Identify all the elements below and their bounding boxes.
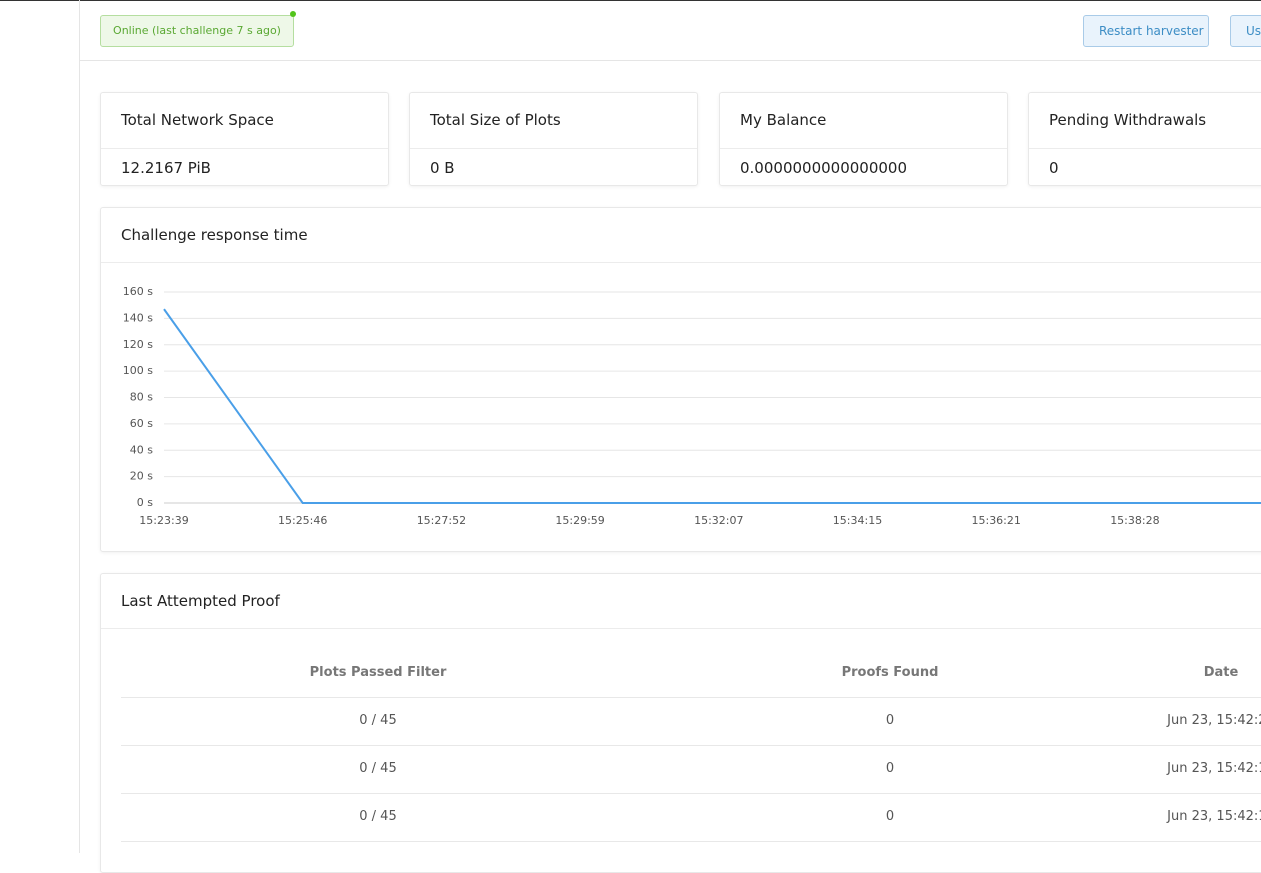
line-series <box>163 308 1261 504</box>
y-tick-label: 140 s <box>123 311 153 324</box>
x-tick-label: 15:32:07 <box>694 514 743 527</box>
table-cell: 0 <box>885 761 895 776</box>
x-tick-label: 15:23:39 <box>139 514 188 527</box>
stat-card: Total Network Space 12.2167 PiB <box>100 92 389 186</box>
row-divider <box>121 793 1261 794</box>
divider <box>720 148 1007 149</box>
divider <box>101 262 1261 263</box>
x-tick-label: 15:25:46 <box>278 514 327 527</box>
column-header: Plots Passed Filter <box>309 665 447 680</box>
x-tick-label: 15:34:15 <box>833 514 882 527</box>
stat-card: My Balance 0.0000000000000000 <box>719 92 1008 186</box>
column-header: Proofs Found <box>841 665 939 680</box>
table-cell: 0 <box>885 713 895 728</box>
restart-button[interactable]: Restart harvester <box>1083 15 1209 47</box>
column-header: Date <box>1203 665 1239 680</box>
stat-card: Total Size of Plots 0 B <box>409 92 698 186</box>
chart: 0 s 20 s 40 s 60 s 80 s 100 s 120 s 140 s 160 s 1… <box>123 285 1261 527</box>
sidebar-border <box>79 0 80 853</box>
stat-value: 12.2167 PiB <box>121 159 211 177</box>
y-tick-label: 160 s <box>123 285 153 298</box>
y-tick-label: 40 s <box>130 443 153 456</box>
divider <box>101 148 388 149</box>
chart-title: Challenge response time <box>121 226 308 244</box>
row-divider <box>121 697 1261 698</box>
y-tick-label: 80 s <box>130 391 153 404</box>
chart-card: Challenge response time <box>100 207 1261 552</box>
table-title: Last Attempted Proof <box>121 592 280 610</box>
status-badge: Online (last challenge 7 s ago) <box>100 15 294 47</box>
stat-value: 0.0000000000000000 <box>740 159 908 177</box>
table-card: Last Attempted Proof Plots Passed Filter… <box>100 573 1261 873</box>
divider <box>1029 148 1261 149</box>
use-button[interactable]: Us <box>1230 15 1261 47</box>
row-divider <box>121 841 1261 842</box>
y-tick-label: 20 s <box>130 470 153 483</box>
x-tick-label: 15:27:52 <box>417 514 466 527</box>
table-cell: 0 / 45 <box>359 809 397 824</box>
table-cell: 0 / 45 <box>359 713 397 728</box>
x-tick-label: 15:36:21 <box>971 514 1020 527</box>
table-cell: 0 <box>885 809 895 824</box>
status-dot <box>290 11 296 17</box>
row-divider <box>121 745 1261 746</box>
stat-title: My Balance <box>740 111 827 129</box>
table-cell: Jun 23, 15:42:10 <box>1167 809 1261 824</box>
y-tick-label: 120 s <box>123 338 153 351</box>
table-cell: Jun 23, 15:42:18 <box>1167 761 1261 776</box>
y-tick-label: 60 s <box>130 417 153 430</box>
topbar-border <box>80 60 1261 61</box>
x-tick-label: 15:38:28 <box>1110 514 1159 527</box>
divider <box>410 148 697 149</box>
y-tick-label: 0 s <box>137 496 153 509</box>
stat-value: 0 <box>1049 159 1059 177</box>
stat-title: Total Network Space <box>121 111 274 129</box>
stat-value: 0 B <box>430 159 455 177</box>
y-tick-label: 100 s <box>123 364 153 377</box>
stat-title: Total Size of Plots <box>430 111 561 129</box>
table-cell: 0 / 45 <box>359 761 397 776</box>
stat-title: Pending Withdrawals <box>1049 111 1207 129</box>
top-border <box>0 0 1261 1</box>
table-cell: Jun 23, 15:42:28 <box>1167 713 1261 728</box>
stat-card: Pending Withdrawals 0 <box>1028 92 1261 186</box>
x-tick-label: 15:29:59 <box>555 514 604 527</box>
divider <box>101 628 1261 629</box>
